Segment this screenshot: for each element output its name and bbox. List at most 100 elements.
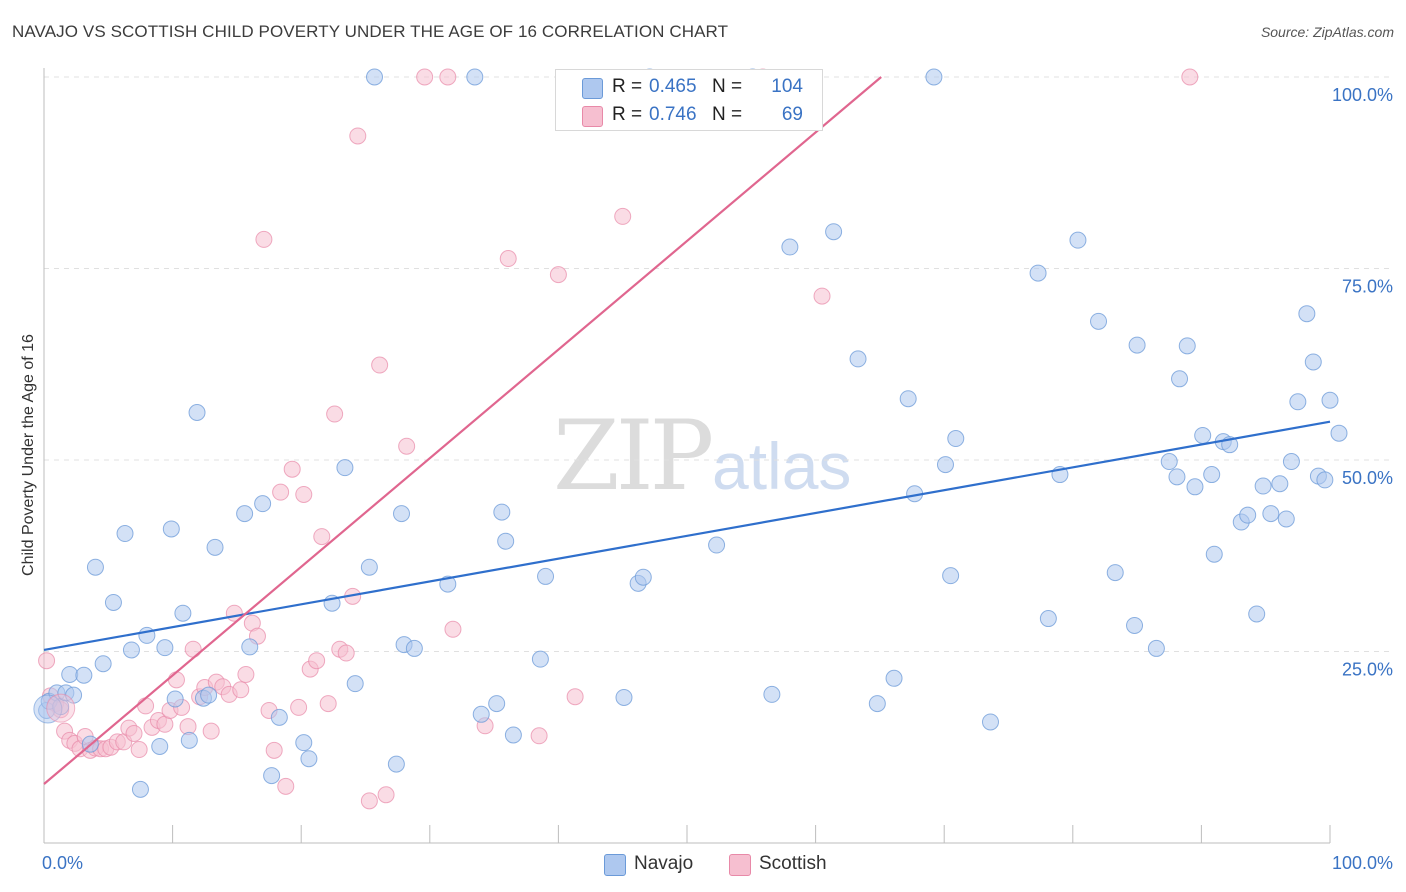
navajo-point xyxy=(263,767,281,785)
scottish-point xyxy=(255,230,273,248)
legend-r-label: R = xyxy=(612,76,643,97)
navajo-point xyxy=(947,430,965,448)
legend-swatch-navajo xyxy=(582,78,603,99)
scottish-point xyxy=(38,652,56,670)
navajo-point xyxy=(166,690,184,708)
scottish-point xyxy=(313,528,331,546)
navajo-trend-line xyxy=(43,420,1331,652)
navajo-point xyxy=(1178,337,1196,355)
navajo-point xyxy=(1069,231,1087,249)
scottish-point xyxy=(232,681,250,699)
legend-r-value: 0.465 xyxy=(649,76,697,97)
navajo-point xyxy=(1029,264,1047,282)
navajo-point xyxy=(1128,336,1146,354)
navajo-point xyxy=(162,520,180,538)
scottish-point xyxy=(566,688,584,706)
watermark-zip: ZIP xyxy=(553,400,714,512)
navajo-point xyxy=(1271,475,1289,493)
navajo-point xyxy=(300,750,318,768)
scottish-point xyxy=(184,640,202,658)
navajo-point xyxy=(1316,471,1334,489)
scottish-point xyxy=(349,127,367,145)
navajo-point xyxy=(1203,466,1221,484)
navajo-point xyxy=(116,525,134,543)
navajo-point xyxy=(360,558,378,576)
navajo-point xyxy=(825,223,843,241)
navajo-point xyxy=(1262,505,1280,523)
watermark-atlas: atlas xyxy=(712,429,852,503)
navajo-point xyxy=(925,68,943,86)
navajo-point xyxy=(936,456,954,474)
scottish-point xyxy=(130,741,148,759)
navajo-point xyxy=(493,503,511,521)
scottish-point xyxy=(319,695,337,713)
navajo-point xyxy=(206,538,224,556)
navajo-point xyxy=(1298,305,1316,323)
navajo-point xyxy=(336,459,354,477)
scottish-point xyxy=(237,665,255,683)
scottish-point xyxy=(499,250,517,268)
navajo-point xyxy=(1147,639,1165,657)
navajo-point xyxy=(33,694,63,724)
y-tick-label: 50.0% xyxy=(1342,468,1393,488)
legend-n-label: N = xyxy=(712,104,743,125)
correlation-legend: R = 0.465 N = 104 R = 0.746 N = 69 xyxy=(555,69,823,131)
navajo-point xyxy=(346,675,364,693)
navajo-point xyxy=(708,536,726,554)
navajo-point xyxy=(405,639,423,657)
navajo-point xyxy=(254,495,272,513)
navajo-point xyxy=(236,505,254,523)
scottish-point xyxy=(377,786,395,804)
scottish-point xyxy=(137,697,155,715)
navajo-point xyxy=(868,695,886,713)
scottish-point xyxy=(398,437,416,455)
navajo-point xyxy=(1239,506,1257,524)
navajo-point xyxy=(781,238,799,256)
series-label-navajo: Navajo xyxy=(634,853,694,874)
navajo-point xyxy=(1304,353,1322,371)
navajo-point xyxy=(466,68,484,86)
navajo-point xyxy=(634,568,652,586)
scottish-point xyxy=(277,777,295,795)
legend-row-navajo: R = 0.465 N = 104 xyxy=(556,72,822,102)
navajo-point xyxy=(885,669,903,687)
navajo-point xyxy=(1282,453,1300,471)
navajo-point xyxy=(366,68,384,86)
scottish-point xyxy=(1181,68,1199,86)
scottish-point xyxy=(46,693,76,723)
scottish-point xyxy=(549,266,567,284)
legend-n-value: 104 xyxy=(771,76,803,97)
navajo-point xyxy=(942,567,960,585)
series-label-scottish: Scottish xyxy=(759,853,827,874)
navajo-point xyxy=(131,780,149,798)
scottish-point xyxy=(125,724,143,742)
legend-n-label: N = xyxy=(712,76,743,97)
x-tick-label: 0.0% xyxy=(42,853,83,873)
scottish-point xyxy=(360,792,378,810)
navajo-point xyxy=(504,726,522,744)
navajo-point xyxy=(75,666,93,684)
navajo-point xyxy=(188,404,206,422)
navajo-point xyxy=(849,350,867,368)
scottish-point xyxy=(326,405,344,423)
navajo-point xyxy=(531,650,549,668)
scottish-point xyxy=(614,207,632,225)
scottish-point xyxy=(167,671,185,689)
navajo-point xyxy=(270,708,288,726)
scottish-point xyxy=(265,741,283,759)
scottish-point xyxy=(416,68,434,86)
series-legend: Navajo Scottish xyxy=(0,852,1406,878)
navajo-point xyxy=(104,593,122,611)
navajo-point xyxy=(86,558,104,576)
scottish-point xyxy=(371,356,389,374)
navajo-point xyxy=(94,655,112,673)
scottish-point xyxy=(295,485,313,503)
navajo-point xyxy=(122,641,140,659)
navajo-point xyxy=(537,567,555,585)
navajo-point xyxy=(387,755,405,773)
y-axis-label: Child Poverty Under the Age of 16 xyxy=(20,334,37,576)
navajo-point xyxy=(899,390,917,408)
series-swatch-navajo xyxy=(604,854,626,876)
chart-title: NAVAJO VS SCOTTISH CHILD POVERTY UNDER T… xyxy=(12,22,729,41)
